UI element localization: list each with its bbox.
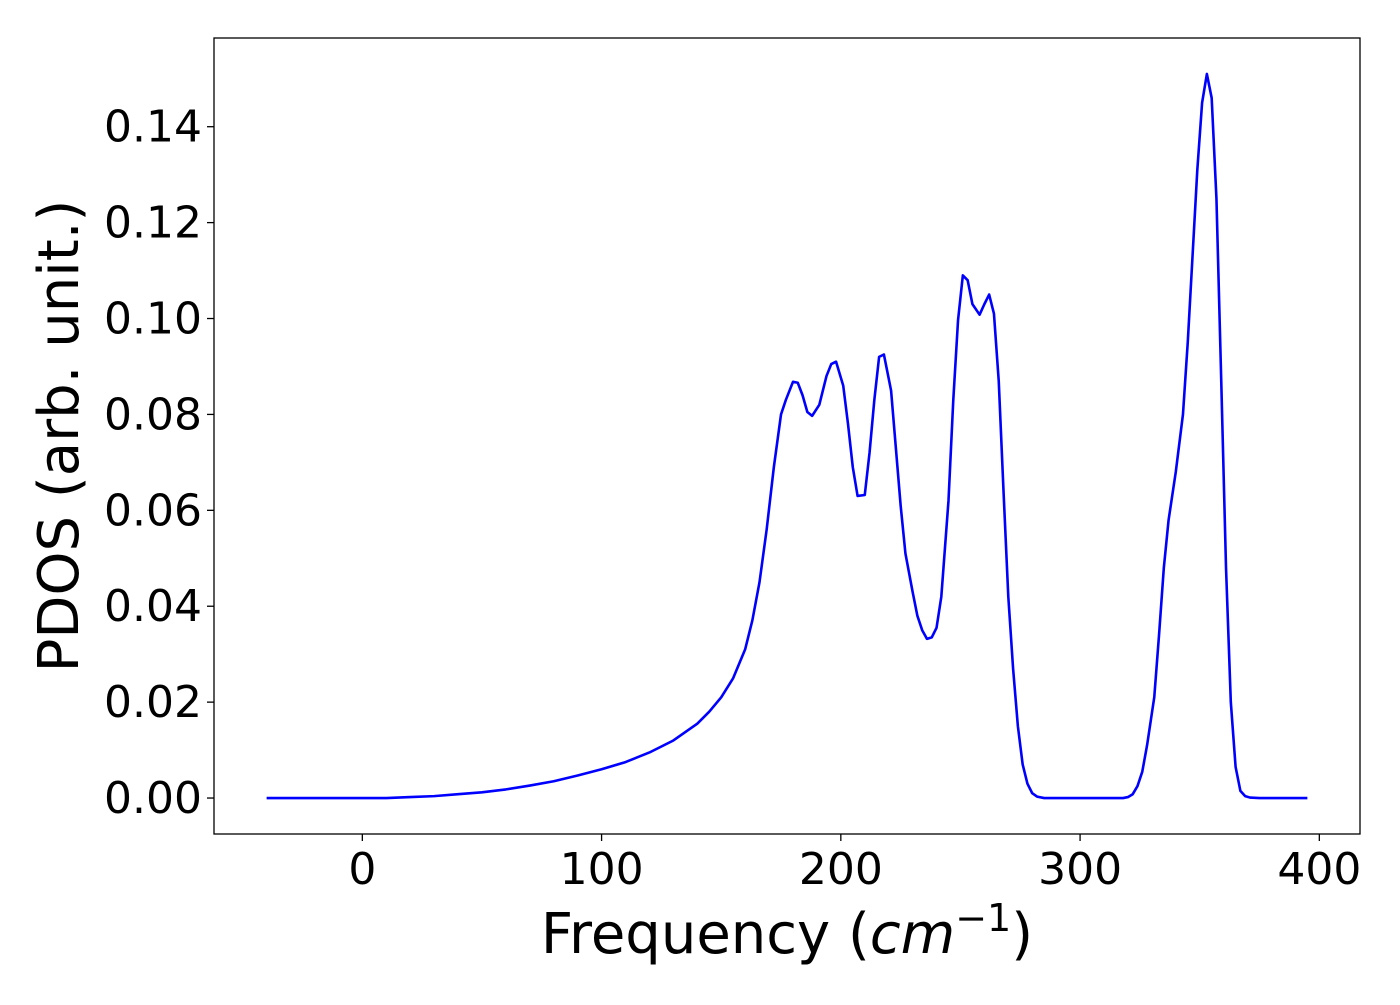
x-axis: 0 100 200 300 400 bbox=[348, 834, 1361, 895]
x-tick-label: 300 bbox=[1038, 844, 1122, 895]
y-tick-label: 0.12 bbox=[104, 198, 202, 249]
x-tick-label: 100 bbox=[560, 844, 644, 895]
series-layer bbox=[267, 74, 1308, 798]
x-tick-label: 200 bbox=[799, 844, 883, 895]
y-axis-title: PDOS (arb. unit.) bbox=[27, 200, 92, 673]
y-tick-label: 0.08 bbox=[104, 389, 202, 440]
x-tick-label: 400 bbox=[1277, 844, 1361, 895]
y-tick-label: 0.02 bbox=[104, 677, 202, 728]
y-tick-label: 0.10 bbox=[104, 294, 202, 345]
y-tick-label: 0.14 bbox=[104, 102, 202, 153]
pdos-series-line bbox=[267, 74, 1308, 798]
plot-frame bbox=[214, 38, 1360, 834]
y-tick-label: 0.04 bbox=[104, 581, 202, 632]
x-tick-label: 0 bbox=[348, 844, 376, 895]
y-axis: 0.00 0.02 0.04 0.06 0.08 0.10 0.12 0.14 bbox=[104, 102, 214, 824]
y-tick-label: 0.00 bbox=[104, 773, 202, 824]
x-axis-title: Frequency (cm−1) bbox=[541, 896, 1033, 967]
y-tick-label: 0.06 bbox=[104, 485, 202, 536]
